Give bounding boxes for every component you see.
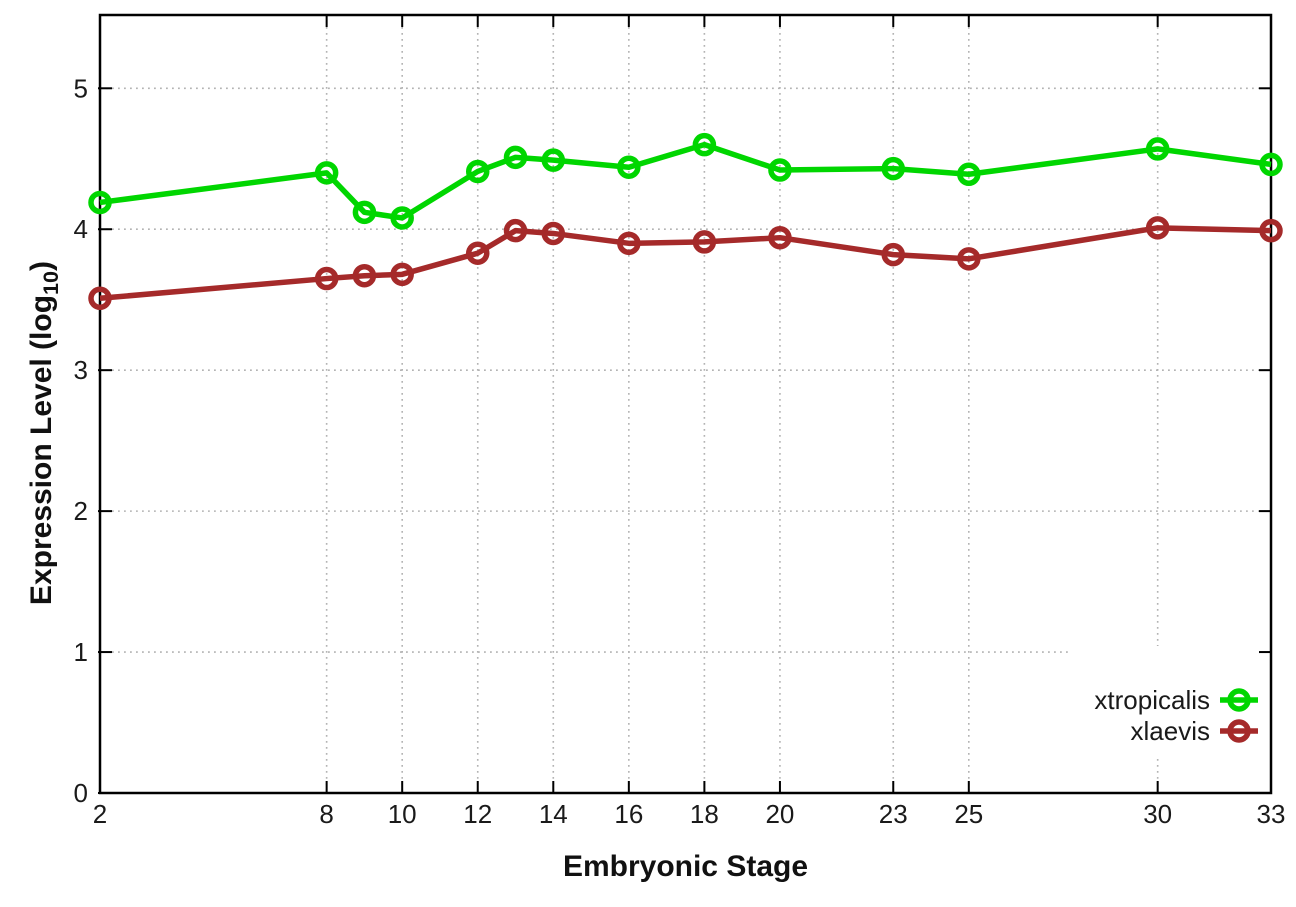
data-point-marker <box>390 206 414 230</box>
data-point-marker <box>617 155 641 179</box>
y-tick-label: 3 <box>74 355 88 385</box>
data-point-marker <box>465 159 490 184</box>
data-point-marker <box>768 158 792 182</box>
data-point-marker <box>957 162 981 187</box>
data-point-marker <box>465 241 490 265</box>
x-tick-label: 30 <box>1143 799 1172 829</box>
data-point-marker <box>617 231 641 256</box>
x-axis-title: Embryonic Stage <box>562 850 809 883</box>
y-tick-labels: 0 1 2 3 4 5 <box>74 73 88 808</box>
legend-sample-marker-xlaevis <box>1227 719 1251 743</box>
x-tick-label: 16 <box>614 799 643 829</box>
legend-label-xtropicalis: xtropicalis <box>1094 685 1210 715</box>
x-tick-label: 18 <box>690 799 719 829</box>
x-tick-label: 25 <box>954 799 983 829</box>
series-line-xlaevis <box>99 225 1272 302</box>
x-tick-label: 14 <box>539 799 568 829</box>
y-tick-label: 5 <box>74 73 88 103</box>
data-point-marker <box>352 200 377 225</box>
series-xlaevis <box>88 216 1283 311</box>
data-point-marker <box>541 221 566 246</box>
y-tick-label: 4 <box>74 214 88 244</box>
data-point-marker <box>692 132 717 157</box>
x-tick-label: 10 <box>388 799 417 829</box>
data-point-marker <box>1259 218 1283 243</box>
data-point-marker <box>768 225 792 250</box>
data-point-marker <box>1145 216 1170 240</box>
y-axis-title-subscript: 10 <box>38 270 63 295</box>
axis-ticks <box>98 15 1272 794</box>
y-axis-title: Expression Level (log10) <box>25 0 63 883</box>
data-point-marker <box>88 286 112 311</box>
x-tick-label: 8 <box>319 799 333 829</box>
data-point-marker <box>314 161 339 185</box>
data-point-marker <box>692 230 717 254</box>
x-tick-label: 20 <box>765 799 794 829</box>
data-point-marker <box>314 266 339 291</box>
data-point-marker <box>352 263 377 288</box>
y-axis-title-main: Expression Level (log <box>25 294 58 606</box>
data-point-marker <box>957 247 981 271</box>
y-axis-title-end: ) <box>25 260 58 271</box>
series-line-xtropicalis <box>99 141 1272 221</box>
legend-label-xlaevis: xlaevis <box>1131 716 1210 746</box>
data-point-marker <box>88 190 112 215</box>
y-tick-label: 1 <box>74 637 88 667</box>
data-point-marker <box>881 156 906 181</box>
series-xtropicalis <box>88 132 1283 230</box>
x-tick-labels: 2 8 10 12 14 16 18 20 23 25 30 33 <box>93 799 1286 829</box>
data-point-marker <box>1259 152 1283 177</box>
x-tick-label: 33 <box>1257 799 1286 829</box>
data-point-marker <box>503 145 528 170</box>
x-tick-label: 23 <box>879 799 908 829</box>
data-point-marker <box>390 262 414 287</box>
data-point-marker <box>881 242 906 267</box>
x-tick-label: 2 <box>93 799 107 829</box>
x-tick-label: 12 <box>463 799 492 829</box>
data-point-marker <box>1145 137 1170 161</box>
plot-border <box>98 13 1273 795</box>
legend-sample-marker-xtropicalis <box>1227 688 1251 712</box>
data-point-marker <box>503 218 528 243</box>
data-point-marker <box>541 148 566 172</box>
y-tick-label: 2 <box>74 496 88 526</box>
y-tick-label: 0 <box>74 778 88 808</box>
